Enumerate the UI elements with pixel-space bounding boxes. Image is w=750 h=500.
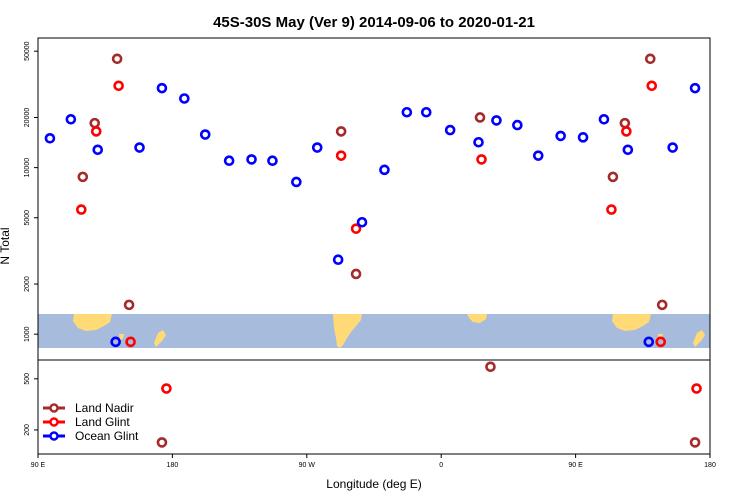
- ocean-glint-point: [356, 216, 368, 228]
- ocean-glint-point: [134, 142, 145, 153]
- land-glint-point: [646, 80, 658, 92]
- ocean-glint-point: [577, 132, 589, 143]
- x-tick-label: 90 E: [31, 462, 46, 469]
- new-zealand-land-repeat: [693, 330, 705, 347]
- map-ocean: [38, 314, 710, 348]
- main-plot-frame: [37, 37, 711, 361]
- ocean-glint-point: [379, 164, 390, 176]
- land-glint-point: [691, 383, 702, 394]
- land-glint-point: [621, 126, 632, 137]
- tasmania-land: [119, 334, 124, 340]
- land-nadir-point: [77, 171, 89, 183]
- ocean-glint-point: [291, 176, 302, 188]
- land-nadir-point: [335, 126, 347, 137]
- ocean-glint-point: [689, 82, 701, 94]
- land-nadir-point: [350, 268, 362, 280]
- land-glint-point: [161, 383, 172, 394]
- ocean-glint-point: [246, 154, 257, 165]
- ocean-glint-point: [179, 93, 190, 104]
- legend-label-ocean-glint: Ocean Glint: [75, 429, 139, 443]
- land-glint-point: [476, 154, 487, 165]
- y-main-tick-label: 20000: [24, 108, 31, 128]
- land-nadir-point: [111, 53, 123, 65]
- map-strip: [38, 314, 710, 348]
- australia-land-repeat: [612, 314, 651, 331]
- y-main-tick-label: 10000: [24, 158, 31, 178]
- legend-label-land-glint: Land Glint: [75, 415, 130, 429]
- ocean-glint-point: [110, 336, 121, 348]
- land-nadir-point: [89, 117, 101, 129]
- ocean-glint-point: [92, 144, 104, 156]
- land-glint-point: [350, 223, 362, 234]
- land-nadir-point: [474, 112, 486, 123]
- x-tick-label: 90 E: [568, 462, 583, 469]
- land-nadir-point: [607, 171, 619, 183]
- land-glint-point: [90, 126, 102, 137]
- ocean-glint-point: [156, 82, 168, 94]
- ocean-glint-point: [44, 132, 56, 144]
- ocean-glint-point: [643, 336, 655, 348]
- ocean-glint-point: [311, 142, 323, 153]
- ocean-glint-point: [199, 129, 211, 140]
- y-main-tick-label: 1000: [24, 326, 31, 342]
- land-nadir-point: [644, 53, 656, 65]
- land-nadir-point: [656, 299, 668, 311]
- x-axis-label: Longitude (deg E): [326, 477, 421, 491]
- y-main-tick-label: 2000: [24, 276, 31, 292]
- ocean-glint-point: [532, 150, 544, 161]
- data-points: [44, 53, 702, 448]
- ocean-glint-point: [622, 144, 634, 156]
- ocean-glint-point: [667, 142, 678, 153]
- ocean-glint-point: [444, 124, 456, 136]
- south-america-land: [333, 314, 362, 348]
- y-main-tick-label: 5000: [24, 210, 31, 226]
- legend-marker-ocean-glint: [49, 431, 59, 441]
- ocean-glint-point: [332, 254, 344, 266]
- land-glint-point: [606, 204, 617, 215]
- land-glint-point: [76, 204, 87, 215]
- map-land: [73, 314, 705, 348]
- land-nadir-point: [485, 361, 496, 373]
- x-tick-label: 0: [439, 462, 443, 469]
- ocean-glint-point: [420, 106, 432, 118]
- land-glint-point: [125, 336, 136, 348]
- x-tick-label: 90 W: [299, 462, 316, 469]
- land-nadir-point: [123, 299, 135, 311]
- land-glint-point: [113, 80, 124, 92]
- y-main-tick-label: 50000: [24, 41, 31, 61]
- y-lower-tick-label: 500: [24, 373, 31, 385]
- ocean-glint-point: [598, 114, 610, 125]
- land-nadir-point: [689, 437, 701, 448]
- new-zealand-land: [154, 330, 166, 347]
- ocean-glint-point: [473, 136, 484, 148]
- legend-label-land-nadir: Land Nadir: [75, 401, 134, 415]
- ocean-glint-point: [267, 155, 278, 167]
- ocean-glint-point: [65, 114, 77, 125]
- y-axis-lower: 200 500: [24, 373, 38, 436]
- ocean-glint-point: [223, 155, 235, 167]
- ocean-glint-point: [555, 130, 566, 142]
- land-glint-point: [655, 336, 667, 348]
- ocean-glint-point: [401, 106, 413, 118]
- land-nadir-point: [619, 117, 631, 129]
- y-axis-label: N Total: [0, 227, 12, 264]
- legend-marker-land-nadir: [49, 403, 59, 413]
- chart-title: 45S-30S May (Ver 9) 2014-09-06 to 2020-0…: [213, 14, 535, 31]
- x-tick-label: 180: [167, 462, 179, 469]
- africa-land: [467, 314, 487, 323]
- x-tick-label: 180: [704, 462, 716, 469]
- ocean-glint-point: [491, 115, 502, 126]
- land-nadir-point: [156, 437, 168, 448]
- lower-plot-frame: [37, 359, 711, 455]
- ocean-glint-point: [512, 119, 523, 131]
- y-axis-main: 1000 2000 5000 10000 20000 50000: [24, 41, 38, 342]
- legend-marker-land-glint: [49, 417, 59, 427]
- land-glint-point: [335, 150, 347, 161]
- x-axis: 90 E 180 90 W 0 90 E 180: [31, 454, 716, 469]
- australia-land: [73, 314, 112, 331]
- y-lower-tick-label: 200: [24, 424, 31, 436]
